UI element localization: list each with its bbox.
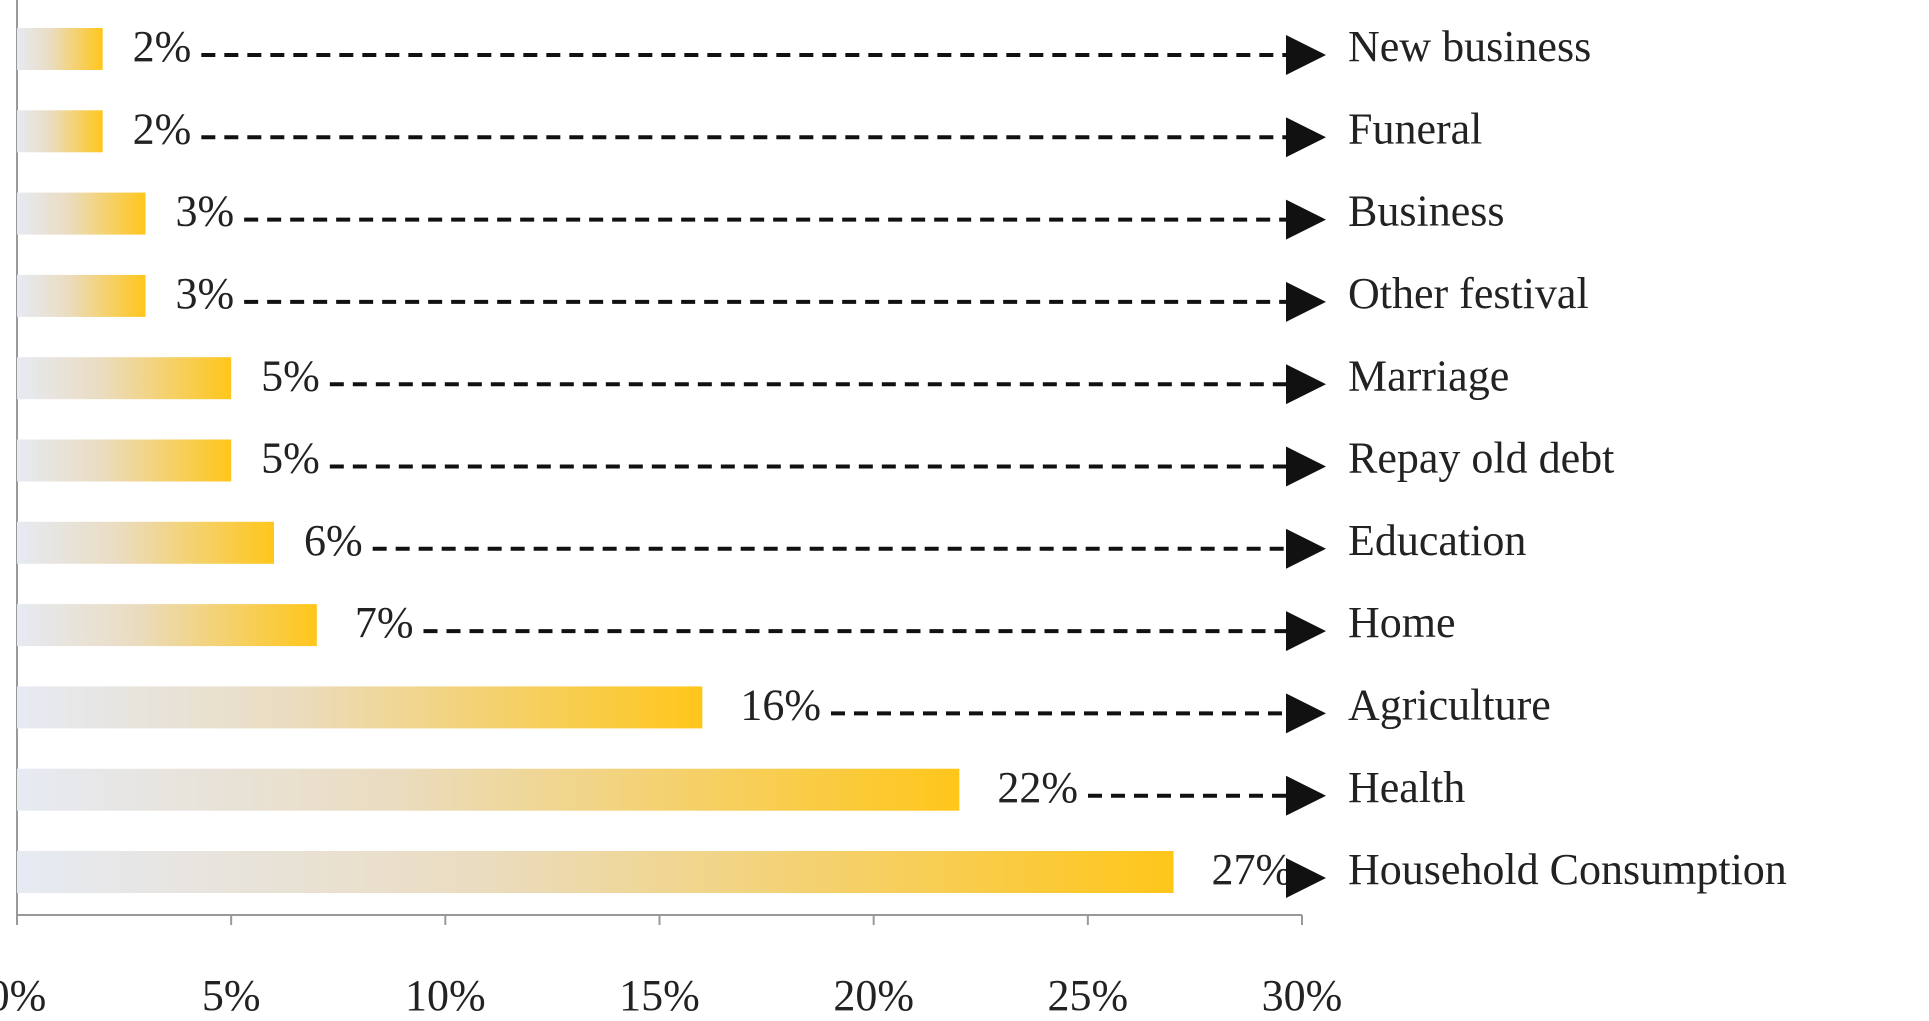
value-label: 2%	[133, 22, 192, 71]
category-label: Business	[1348, 187, 1504, 236]
bar	[17, 192, 146, 235]
value-label: 16%	[740, 680, 821, 729]
bar	[17, 28, 103, 70]
category-label: Education	[1348, 516, 1526, 565]
bar	[17, 604, 317, 647]
value-label: 3%	[176, 269, 235, 318]
x-tick-label: 10%	[405, 971, 486, 1020]
x-tick-label: 15%	[619, 971, 700, 1020]
value-label: 3%	[176, 187, 235, 236]
bar	[17, 521, 274, 564]
category-label: New business	[1348, 22, 1591, 71]
x-tick-label: 20%	[833, 971, 914, 1020]
value-label: 27%	[1212, 845, 1293, 894]
category-label: Other festival	[1348, 269, 1589, 318]
bar	[17, 274, 146, 317]
bar	[17, 851, 1174, 893]
category-label: Health	[1348, 763, 1465, 812]
x-tick-label: 0%	[0, 971, 46, 1020]
bar	[17, 439, 232, 482]
value-label: 2%	[133, 104, 192, 153]
bar	[17, 110, 103, 153]
category-label: Household Consumption	[1348, 845, 1787, 894]
x-tick-label: 30%	[1262, 971, 1343, 1020]
category-label: Repay old debt	[1348, 434, 1614, 483]
category-label: Marriage	[1348, 351, 1509, 400]
bar	[17, 686, 703, 729]
category-label: Funeral	[1348, 104, 1482, 153]
bar	[17, 768, 960, 811]
category-label: Agriculture	[1348, 680, 1551, 729]
value-label: 22%	[997, 763, 1078, 812]
value-label: 5%	[261, 434, 320, 483]
value-label: 5%	[261, 351, 320, 400]
category-label: Home	[1348, 598, 1456, 647]
value-label: 6%	[304, 516, 363, 565]
bar	[17, 357, 232, 400]
x-tick-label: 25%	[1048, 971, 1129, 1020]
x-tick-label: 5%	[202, 971, 261, 1020]
value-label: 7%	[355, 598, 414, 647]
